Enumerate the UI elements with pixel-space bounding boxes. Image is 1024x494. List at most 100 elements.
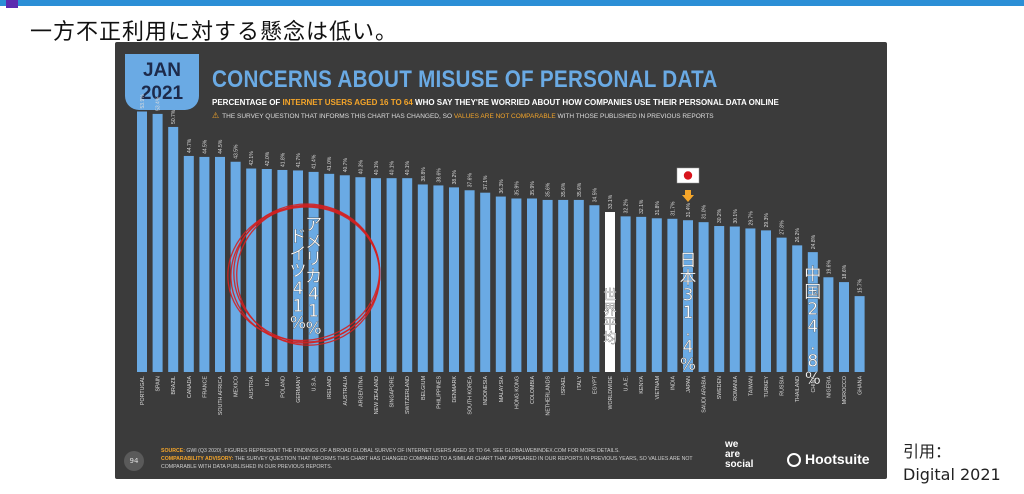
bar xyxy=(199,156,210,372)
category-label: INDONESIA xyxy=(483,376,489,406)
category-label: PORTUGAL xyxy=(140,376,146,405)
bar xyxy=(761,230,771,372)
slide-headline: 一方不正利用に対する懸念は低い。 xyxy=(30,20,399,45)
bar xyxy=(823,277,834,372)
category-label: THAILAND xyxy=(795,376,801,402)
advisory-label: COMPARABILITY ADVISORY: xyxy=(161,456,234,462)
value-label: 40.7% xyxy=(343,158,349,173)
category-label: TURKEY xyxy=(764,376,770,398)
chart-slide: JAN 2021 CONCERNS ABOUT MISUSE OF PERSON… xyxy=(115,42,887,479)
bar xyxy=(215,156,225,372)
value-label: 34.5% xyxy=(592,188,598,203)
category-label: GERMANY xyxy=(296,376,302,403)
value-label: 41.7% xyxy=(296,153,302,168)
bar xyxy=(277,169,288,372)
value-label: 42.0% xyxy=(265,151,271,166)
category-label: U.A.E. xyxy=(624,376,630,391)
value-label: 38.2% xyxy=(452,170,458,185)
value-label: 50.7% xyxy=(171,109,177,124)
category-label: ARGENTINA xyxy=(358,376,364,407)
bar xyxy=(839,282,849,372)
category-label: AUSTRALIA xyxy=(343,376,349,406)
bar xyxy=(480,192,491,372)
worldwide-annotation: 世界平均 xyxy=(603,288,617,347)
category-label: AUSTRIA xyxy=(249,376,255,399)
bar xyxy=(293,170,303,372)
bar xyxy=(776,237,787,372)
value-label: 53.9% xyxy=(140,94,146,109)
bar xyxy=(386,178,397,372)
category-label: SPAIN xyxy=(156,376,162,392)
bar xyxy=(137,111,147,372)
was-line-3: social xyxy=(725,459,754,470)
japan-annotation-text: 日本 3 1. 4% xyxy=(680,251,697,375)
category-label: CHINA xyxy=(811,376,817,393)
chart-subtitle: PERCENTAGE OF INTERNET USERS AGED 16 TO … xyxy=(212,98,779,107)
citation-label: 引用： xyxy=(903,442,952,461)
category-label: COLOMBIA xyxy=(530,376,536,404)
value-label: 15.7% xyxy=(858,278,864,293)
value-label: 35.9% xyxy=(530,181,536,196)
value-label: 24.8% xyxy=(811,234,817,249)
value-label: 41.8% xyxy=(280,152,286,167)
bar xyxy=(714,226,725,372)
category-label: IRELAND xyxy=(327,376,333,399)
bar xyxy=(573,199,584,372)
bar-chart: 53.9% PORTUGAL 53.4% SPAIN 50.7% BRAZIL 44.7% C… xyxy=(137,94,865,416)
bar xyxy=(636,216,647,372)
germany-annotation-text: ドイツ 4 1% xyxy=(290,227,307,334)
category-label: NETHERLANDS xyxy=(546,376,552,416)
source-footer: SOURCE: GWI (Q3 2020). FIGURES REPRESENT… xyxy=(161,447,721,471)
bar xyxy=(371,178,381,372)
category-label: WORLDWIDE xyxy=(608,376,614,410)
bar xyxy=(355,177,366,372)
category-label: SOUTH KOREA xyxy=(468,376,474,415)
value-label: 53.4% xyxy=(156,96,162,111)
top-rule xyxy=(0,0,1024,6)
bar xyxy=(433,185,444,372)
category-label: U.K. xyxy=(265,376,271,386)
bar xyxy=(651,218,662,372)
value-label: 31.7% xyxy=(670,201,676,216)
warning-icon: ⚠ xyxy=(212,111,220,120)
value-label: 35.6% xyxy=(577,182,583,197)
was-line-1: we xyxy=(725,439,739,450)
value-label: 40.1% xyxy=(390,160,396,175)
value-label: 41.4% xyxy=(312,154,318,169)
badge-year: 2021 xyxy=(140,83,184,104)
chart-title: CONCERNS ABOUT MISUSE OF PERSONAL DATA xyxy=(212,66,718,93)
bar xyxy=(698,222,709,372)
red-circle-annotation xyxy=(236,204,381,346)
page-number: 94 xyxy=(124,451,144,471)
category-label: GHANA xyxy=(858,376,864,395)
category-label: DENMARK xyxy=(452,376,458,403)
value-label: 32.2% xyxy=(624,199,630,214)
china-annotation: 中国 2 4. 8% xyxy=(804,265,821,389)
bar xyxy=(542,199,553,372)
value-label: 44.5% xyxy=(202,139,208,154)
category-label: SINGAPORE xyxy=(390,376,396,408)
value-label: 19.6% xyxy=(826,260,832,275)
date-badge: JAN 2021 xyxy=(125,54,199,110)
bar xyxy=(792,245,803,372)
owl-icon xyxy=(787,453,801,467)
bar xyxy=(558,199,569,372)
category-label: MOROCCO xyxy=(842,376,848,404)
value-label: 35.9% xyxy=(514,181,520,196)
category-label: NEW ZEALAND xyxy=(374,376,380,414)
bar xyxy=(449,187,459,372)
value-label: 18.6% xyxy=(842,264,848,279)
category-label: SWITZERLAND xyxy=(405,376,411,414)
category-label: TAIWAN xyxy=(748,376,754,396)
value-label: 32.1% xyxy=(639,199,645,214)
value-label: 41.0% xyxy=(327,156,333,171)
bar-worldwide xyxy=(605,212,615,372)
category-label: RUSSIA xyxy=(780,376,786,396)
category-label: ROMANIA xyxy=(733,376,739,401)
value-label: 35.6% xyxy=(561,182,567,197)
bar xyxy=(495,196,506,372)
subtitle-part-1: PERCENTAGE OF xyxy=(212,98,283,107)
note-part-1: THE SURVEY QUESTION THAT INFORMS THIS CH… xyxy=(222,113,454,120)
bar xyxy=(683,220,693,372)
value-label: 37.1% xyxy=(483,175,489,190)
